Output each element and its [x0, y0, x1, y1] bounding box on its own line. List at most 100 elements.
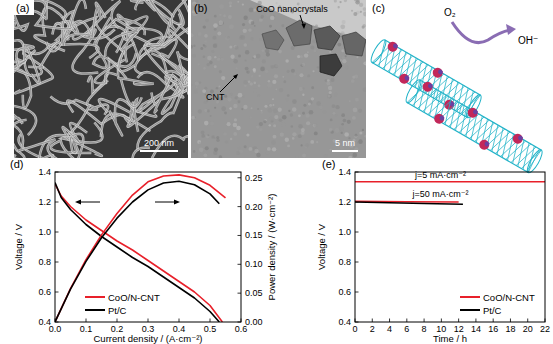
tem-grain	[214, 56, 216, 58]
tem-grain	[229, 107, 232, 110]
tem-grain	[275, 64, 279, 68]
tem-grain	[257, 94, 260, 97]
tem-grain	[244, 145, 247, 148]
tem-grain	[214, 147, 218, 151]
tem-grain	[271, 140, 276, 145]
tem-grain	[250, 116, 253, 119]
tem-grain	[341, 49, 344, 52]
nanotube-core	[32, 0, 86, 29]
tem-grain	[275, 64, 278, 67]
tem-grain	[291, 69, 295, 73]
tem-grain	[248, 147, 252, 151]
tem-grain	[268, 108, 272, 112]
tem-grain	[303, 104, 306, 107]
tem-grain	[268, 80, 270, 82]
nanotube-core	[103, 148, 150, 158]
nanocrystal	[477, 138, 491, 152]
tem-grain	[307, 74, 310, 77]
x-axis-title: Time / h	[433, 333, 467, 344]
tem-grain	[341, 123, 344, 126]
tem-grain	[199, 148, 204, 153]
tem-grain	[211, 50, 214, 53]
tem-grain	[230, 138, 233, 141]
tem-grain	[342, 59, 346, 63]
y2-axis-title: Power density / (W·cm⁻²)	[266, 194, 277, 301]
tem-grain	[354, 75, 358, 79]
plot-frame	[55, 172, 241, 322]
tem-grain	[355, 98, 359, 102]
plot-area	[55, 175, 226, 322]
tem-grain	[251, 75, 253, 77]
tem-grain	[245, 50, 249, 54]
tem-grain	[297, 55, 300, 58]
series-line	[355, 202, 463, 204]
tem-grain	[245, 59, 247, 61]
tem-grain	[300, 55, 303, 58]
tem-grain	[207, 110, 210, 113]
series-line	[355, 181, 545, 183]
tem-grain	[224, 112, 227, 115]
tem-grain	[334, 0, 337, 2]
tem-grain	[217, 32, 221, 36]
tem-grain	[299, 73, 303, 77]
tem-grain	[259, 128, 262, 131]
x-tick-label: 8	[422, 324, 427, 334]
tem-grain	[210, 115, 212, 117]
y2-tick	[238, 293, 242, 294]
tem-grain	[264, 105, 267, 108]
x-tick	[441, 319, 442, 323]
scale-bar	[140, 150, 178, 152]
tem-grain	[359, 132, 362, 135]
y-tick	[355, 292, 359, 293]
tem-grain	[348, 156, 352, 158]
tem-grain	[233, 104, 237, 108]
tem-grain	[241, 108, 243, 110]
tem-grain	[304, 53, 308, 57]
nanotube	[70, 137, 101, 156]
tem-grain	[254, 25, 256, 27]
tem-grain	[230, 55, 234, 59]
tem-grain	[258, 84, 261, 87]
tem-grain	[352, 153, 357, 158]
nanotube	[73, 29, 115, 73]
tem-grain	[302, 112, 305, 115]
tem-grain	[310, 140, 314, 144]
tem-grain	[353, 108, 358, 113]
tem-grain	[291, 46, 295, 50]
x-tick-label: 16	[488, 324, 498, 334]
tem-grain	[261, 111, 264, 114]
series-line	[55, 181, 219, 322]
annotation: j=50 mA·cm⁻²	[411, 189, 468, 199]
tem-grain	[200, 47, 203, 50]
y2-tick-label: 0.00	[245, 317, 263, 327]
x-tick-label: 4	[387, 324, 392, 334]
tem-grain	[191, 116, 195, 120]
tem-grain	[223, 15, 226, 18]
nanotube-core	[28, 43, 98, 68]
tem-grain	[354, 0, 356, 1]
tem-grain	[266, 151, 270, 155]
tem-grain	[259, 122, 263, 126]
tem-grain	[325, 79, 328, 82]
tem-grain	[345, 55, 347, 57]
tem-grain	[330, 119, 333, 122]
annotation: j=5 mA·cm⁻²	[414, 170, 466, 180]
tem-grain	[214, 107, 216, 109]
tem-grain	[196, 86, 198, 88]
tem-grain	[233, 132, 237, 136]
tem-grain	[363, 7, 366, 11]
tem-grain	[280, 133, 284, 137]
tem-grain	[272, 147, 276, 151]
arrow-head	[174, 200, 180, 205]
nanotube	[14, 48, 39, 83]
legend-swatch	[460, 309, 480, 311]
tem-grain	[265, 70, 268, 73]
reaction-arrow	[452, 22, 510, 43]
x-tick	[475, 319, 476, 323]
tem-grain	[281, 122, 285, 126]
nanotube-core	[118, 78, 153, 107]
tem-grain	[244, 43, 248, 47]
tem-grain	[227, 122, 231, 126]
tem-grain	[286, 98, 289, 101]
tem-grain	[316, 141, 318, 143]
